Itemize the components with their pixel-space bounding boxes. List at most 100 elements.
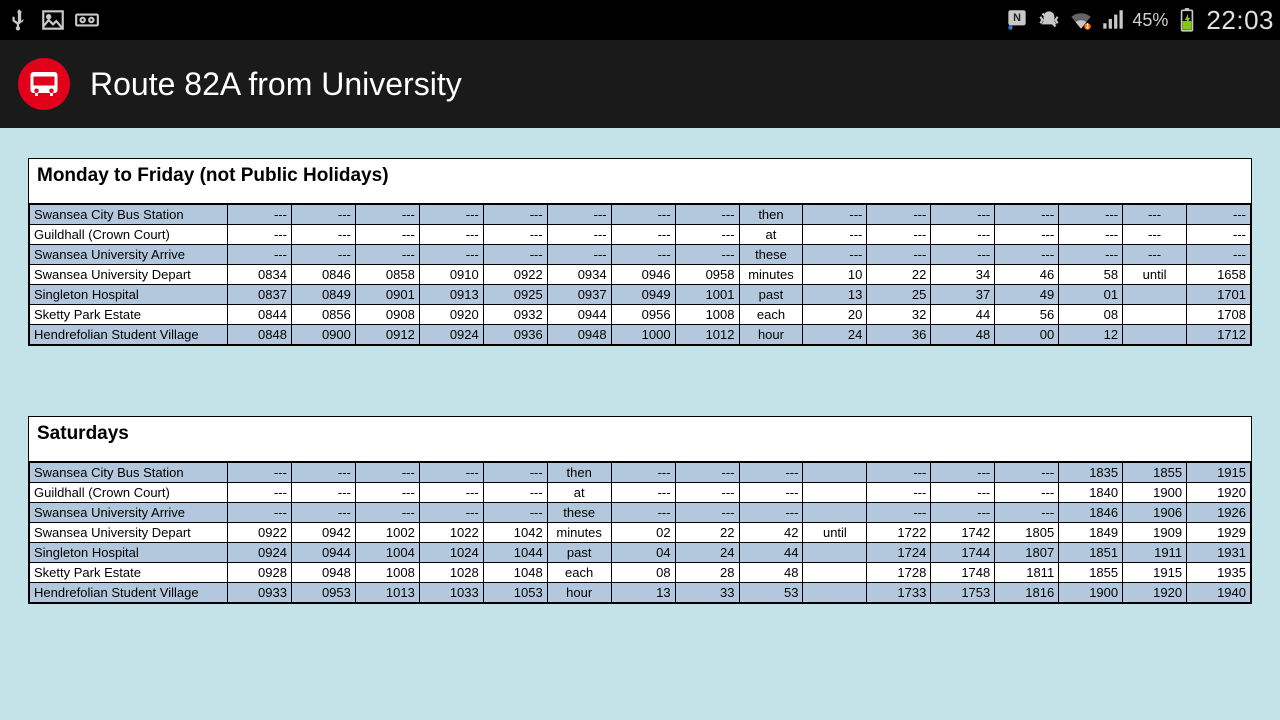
wifi-icon: [1068, 7, 1094, 33]
time-cell: until: [803, 523, 867, 543]
time-cell: 0956: [611, 305, 675, 325]
time-cell: 00: [995, 325, 1059, 345]
time-cell: 1835: [1059, 463, 1123, 483]
time-cell: 22: [867, 265, 931, 285]
time-cell: ---: [228, 225, 292, 245]
time-cell: ---: [739, 463, 803, 483]
time-cell: [803, 463, 867, 483]
time-cell: [803, 543, 867, 563]
time-cell: ---: [867, 463, 931, 483]
time-cell: 1920: [1187, 483, 1251, 503]
time-cell: ---: [931, 483, 995, 503]
time-cell: ---: [547, 245, 611, 265]
time-cell: 1002: [355, 523, 419, 543]
status-right: N 45% 22:03: [1004, 5, 1274, 36]
time-cell: ---: [291, 245, 355, 265]
time-cell: 0936: [483, 325, 547, 345]
time-cell: 1744: [931, 543, 995, 563]
time-cell: ---: [419, 483, 483, 503]
time-cell: ---: [675, 225, 739, 245]
time-cell: 02: [611, 523, 675, 543]
time-cell: 0942: [291, 523, 355, 543]
time-cell: 1900: [1059, 583, 1123, 603]
time-cell: 44: [931, 305, 995, 325]
time-cell: minutes: [739, 265, 803, 285]
time-cell: 1840: [1059, 483, 1123, 503]
time-cell: [803, 483, 867, 503]
time-cell: ---: [739, 483, 803, 503]
time-cell: then: [547, 463, 611, 483]
time-cell: 08: [1059, 305, 1123, 325]
time-cell: 0925: [483, 285, 547, 305]
time-cell: [1123, 285, 1187, 305]
time-cell: past: [547, 543, 611, 563]
time-cell: 1712: [1187, 325, 1251, 345]
time-cell: ---: [1059, 205, 1123, 225]
time-cell: ---: [355, 245, 419, 265]
time-cell: ---: [1123, 245, 1187, 265]
time-cell: 53: [739, 583, 803, 603]
time-cell: ---: [483, 463, 547, 483]
time-cell: 0944: [291, 543, 355, 563]
time-cell: 0849: [291, 285, 355, 305]
table-row: Swansea University Arrive---------------…: [30, 245, 1251, 265]
time-cell: ---: [355, 463, 419, 483]
time-cell: 25: [867, 285, 931, 305]
time-cell: ---: [803, 205, 867, 225]
time-cell: 0856: [291, 305, 355, 325]
time-cell: 1024: [419, 543, 483, 563]
stop-name: Swansea University Arrive: [30, 503, 228, 523]
time-cell: these: [739, 245, 803, 265]
table-row: Swansea University Arrive---------------…: [30, 503, 1251, 523]
usb-icon: [6, 7, 32, 33]
time-cell: 48: [739, 563, 803, 583]
panel-title: Monday to Friday (not Public Holidays): [29, 159, 1251, 204]
time-cell: 1935: [1187, 563, 1251, 583]
time-cell: 1044: [483, 543, 547, 563]
table-row: Guildhall (Crown Court)---------------at…: [30, 483, 1251, 503]
table-row: Hendrefolian Student Village093309531013…: [30, 583, 1251, 603]
time-cell: 0912: [355, 325, 419, 345]
time-cell: 48: [931, 325, 995, 345]
time-cell: ---: [867, 225, 931, 245]
time-cell: ---: [675, 503, 739, 523]
time-cell: 1909: [1123, 523, 1187, 543]
table-row: Guildhall (Crown Court)-----------------…: [30, 225, 1251, 245]
battery-percent: 45%: [1132, 10, 1168, 31]
time-cell: 1013: [355, 583, 419, 603]
time-cell: 1816: [995, 583, 1059, 603]
time-cell: 1900: [1123, 483, 1187, 503]
time-cell: past: [739, 285, 803, 305]
time-cell: 1911: [1123, 543, 1187, 563]
time-cell: [1123, 305, 1187, 325]
time-cell: ---: [867, 503, 931, 523]
time-cell: ---: [547, 225, 611, 245]
time-cell: ---: [995, 483, 1059, 503]
time-cell: [803, 583, 867, 603]
time-cell: 1906: [1123, 503, 1187, 523]
time-cell: 0924: [419, 325, 483, 345]
time-cell: 1929: [1187, 523, 1251, 543]
time-cell: 1805: [995, 523, 1059, 543]
time-cell: 0948: [547, 325, 611, 345]
time-cell: 33: [675, 583, 739, 603]
time-cell: ---: [995, 503, 1059, 523]
time-cell: 20: [803, 305, 867, 325]
time-cell: minutes: [547, 523, 611, 543]
time-cell: ---: [355, 225, 419, 245]
time-cell: 0834: [228, 265, 292, 285]
table-row: Sketty Park Estate09280948100810281048ea…: [30, 563, 1251, 583]
time-cell: 0958: [675, 265, 739, 285]
time-cell: 1048: [483, 563, 547, 583]
time-cell: 1053: [483, 583, 547, 603]
time-cell: ---: [419, 225, 483, 245]
time-cell: ---: [1187, 245, 1251, 265]
time-cell: each: [739, 305, 803, 325]
time-cell: 0928: [228, 563, 292, 583]
time-cell: ---: [675, 205, 739, 225]
time-cell: hour: [739, 325, 803, 345]
time-cell: ---: [931, 245, 995, 265]
time-cell: 1042: [483, 523, 547, 543]
time-cell: 1008: [675, 305, 739, 325]
time-cell: 1724: [867, 543, 931, 563]
